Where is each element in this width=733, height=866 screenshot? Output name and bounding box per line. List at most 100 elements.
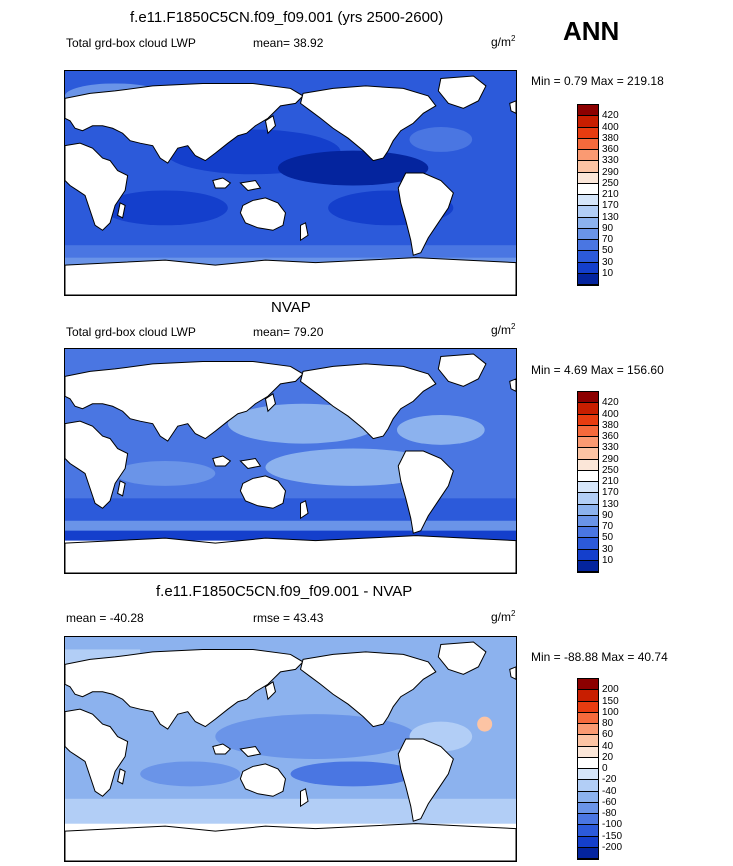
colorbar-tick-label: 30 [602, 256, 614, 268]
colorbar-box [578, 195, 598, 207]
colorbar-box [578, 262, 598, 274]
colorbar-box [578, 482, 598, 494]
continent-outline [509, 378, 516, 392]
colorbar-box [578, 724, 598, 736]
continent-outline [65, 360, 304, 442]
continent-outline [239, 457, 262, 470]
panel-title: NVAP [271, 299, 311, 316]
colorbar-box [578, 679, 598, 691]
colorbar-box [578, 549, 598, 561]
continent-outline [239, 763, 287, 797]
continent-outline [264, 392, 277, 413]
colorbar-box [578, 814, 598, 826]
colorbar-tick-label: 290 [602, 166, 619, 178]
continent-outline [65, 823, 516, 861]
colorbar-tick-label: 420 [602, 110, 619, 122]
rmse-label: rmse = 43.43 [253, 611, 324, 625]
map-model [64, 70, 517, 296]
colorbar-box [578, 712, 598, 724]
colorbar-tick-label: -100 [602, 819, 623, 831]
map-obs [64, 348, 517, 574]
colorbar-tick-label: 250 [602, 177, 619, 189]
colorbar-tick-label: -80 [602, 808, 617, 819]
colorbar-box [578, 206, 598, 218]
colorbar-tick-label: 170 [602, 487, 619, 499]
colorbar-box [578, 459, 598, 471]
continent-outline [299, 651, 437, 728]
colorbar-box [578, 403, 598, 415]
colorbar-box [578, 273, 598, 285]
colorbar-box [578, 690, 598, 702]
colorbar-tick-label: 10 [602, 554, 614, 566]
colorbar-box [578, 217, 598, 229]
colorbar-tick-label: -60 [602, 796, 617, 808]
colorbar-tick-label: 20 [602, 751, 614, 763]
variable-label: Total grd-box cloud LWP [66, 36, 196, 50]
continent-outline [437, 353, 487, 387]
variable-label: Total grd-box cloud LWP [66, 325, 196, 339]
colorbar-box [578, 825, 598, 837]
colorbar-tick-label: 100 [602, 706, 619, 718]
continent-outline [239, 179, 262, 192]
colorbar-tick-label: 30 [602, 543, 614, 555]
colorbar: 420 400 380 360 330 290 250 210 170 130 90 70 50 30 10 [577, 104, 619, 286]
continent-outline [212, 455, 232, 467]
colorbar-tick-label: 210 [602, 476, 619, 487]
colorbar-tick-label: 380 [602, 419, 619, 431]
colorbar-box [578, 493, 598, 505]
colorbar-tick-label: 40 [602, 740, 614, 752]
colorbar-box [578, 161, 598, 173]
continent-outline [437, 75, 487, 109]
unit-label: g/m2 [491, 34, 516, 49]
continent-outline [437, 641, 487, 675]
colorbar-box [578, 791, 598, 803]
mean-label: mean= 38.92 [253, 36, 324, 50]
continent-outline [65, 648, 304, 730]
continent-outline [397, 172, 454, 256]
colorbar-box [578, 392, 598, 404]
continent-outline [239, 475, 287, 509]
colorbar-tick-label: -200 [602, 841, 623, 853]
colorbar-tick-label: 210 [602, 189, 619, 200]
panel-title: f.e11.F1850C5CN.f09_f09.001 - NVAP [156, 583, 413, 600]
colorbar-tick-label: 250 [602, 464, 619, 476]
colorbar-box [578, 527, 598, 539]
continent-outline [65, 142, 129, 231]
colorbar-box [578, 138, 598, 150]
colorbar-box [578, 538, 598, 550]
mean-label: mean= 79.20 [253, 325, 324, 339]
colorbar-box [578, 802, 598, 814]
continent-outline [300, 500, 309, 520]
colorbar-box [578, 127, 598, 139]
colorbar-box [578, 847, 598, 859]
colorbar-box [578, 414, 598, 426]
colorbar-box [578, 240, 598, 252]
continent-outline [397, 450, 454, 534]
continents [65, 641, 516, 861]
continent-outline [65, 708, 129, 797]
colorbar-tick-label: 400 [602, 121, 619, 133]
colorbar-tick-label: 360 [602, 431, 619, 442]
colorbar-box [578, 172, 598, 184]
colorbar-tick-label: 150 [602, 695, 619, 707]
colorbar-box [578, 448, 598, 460]
colorbar-tick-label: 70 [602, 521, 614, 532]
continent-outline [212, 743, 232, 755]
continent-outline [117, 768, 126, 785]
colorbar-box [578, 757, 598, 769]
colorbar-tick-label: 200 [602, 684, 619, 696]
colorbar-box [578, 504, 598, 516]
colorbar-box [578, 780, 598, 792]
continent-outline [65, 420, 129, 509]
colorbar-tick-label: 90 [602, 509, 614, 521]
continent-outline [65, 82, 304, 164]
unit-label: g/m2 [491, 322, 516, 337]
continent-outline [65, 535, 516, 573]
colorbar-tick-label: 90 [602, 222, 614, 234]
colorbar-box [578, 515, 598, 527]
min-max-label: Min = 0.79 Max = 219.18 [531, 74, 664, 88]
colorbar-tick-label: 80 [602, 718, 614, 729]
unit-label: g/m2 [491, 609, 516, 624]
continent-outline [65, 257, 516, 295]
colorbar-box [578, 735, 598, 747]
